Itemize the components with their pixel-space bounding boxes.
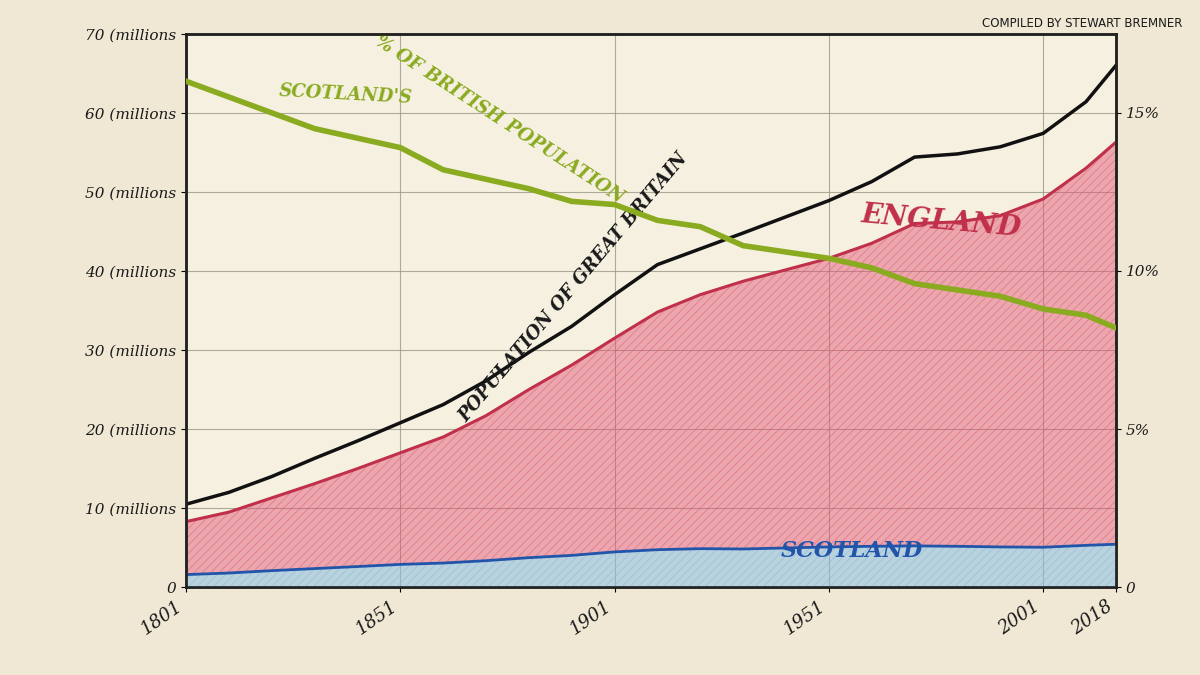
Text: SCOTLAND: SCOTLAND — [781, 540, 924, 562]
Text: SCOTLAND'S: SCOTLAND'S — [278, 82, 413, 107]
Text: % OF BRITISH POPULATION: % OF BRITISH POPULATION — [372, 32, 628, 207]
Text: ENGLAND: ENGLAND — [860, 201, 1022, 242]
Text: POPULATION OF GREAT BRITAIN: POPULATION OF GREAT BRITAIN — [456, 149, 691, 425]
Text: COMPILED BY STEWART BREMNER: COMPILED BY STEWART BREMNER — [982, 17, 1182, 30]
